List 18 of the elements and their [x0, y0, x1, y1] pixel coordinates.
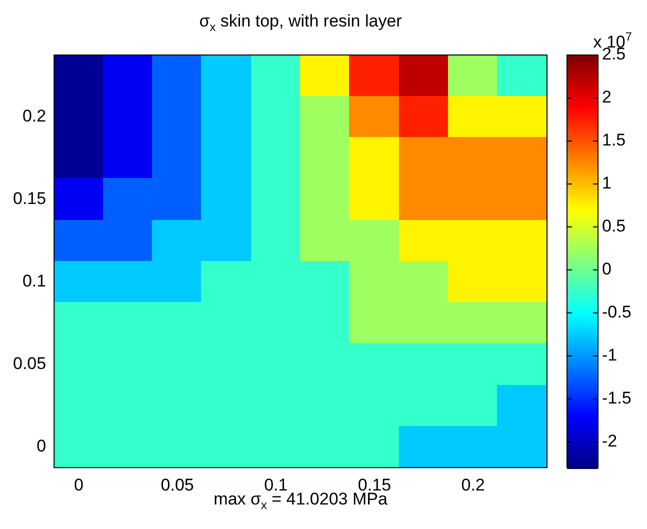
color-bar-label: -2 — [602, 432, 618, 450]
x-tick-label: 0 — [74, 475, 84, 494]
color-bar-label: 1.5 — [602, 130, 626, 150]
x-tick-label: 0.2 — [461, 475, 485, 494]
y-tick-label: 0 — [36, 436, 46, 456]
x-tick-label: 0.05 — [160, 475, 194, 494]
y-tick-label: 0.05 — [12, 354, 46, 374]
color-bar-label: 0.5 — [602, 216, 626, 236]
y-tick-label: 0.15 — [12, 189, 46, 208]
color-bar-label: 1 — [602, 174, 612, 193]
color-bar-label: 2 — [602, 88, 612, 107]
color-bar-label: 0 — [602, 260, 612, 279]
x-tick-label: 0.1 — [264, 475, 288, 494]
y-tick-label: 0.1 — [22, 272, 46, 291]
y-tick-label: 0.2 — [22, 106, 46, 126]
color-bar-label: -0.5 — [602, 302, 632, 322]
color-bar-label: -1 — [602, 346, 618, 365]
color-bar-label: -1.5 — [602, 388, 632, 408]
